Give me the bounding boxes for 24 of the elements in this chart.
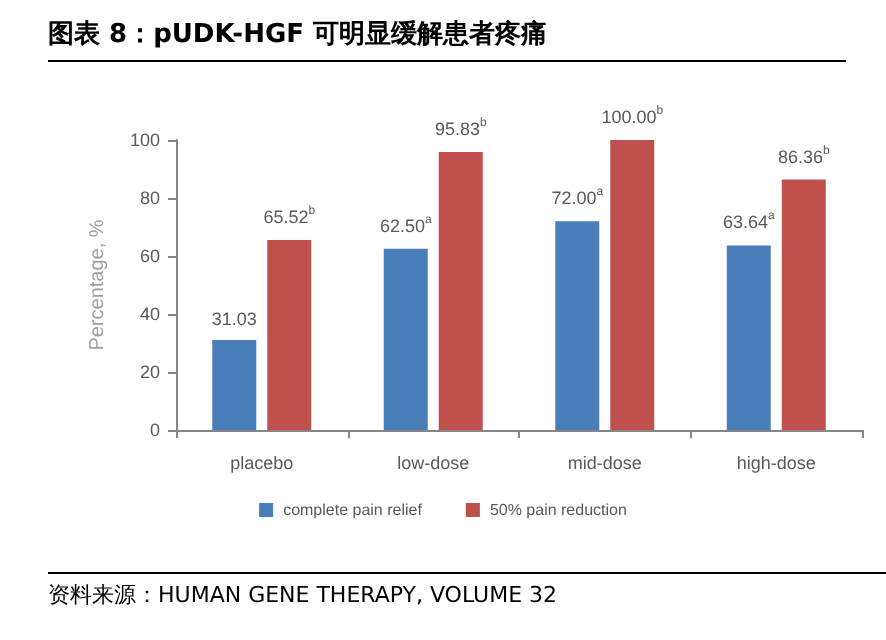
x-tick-label: mid-dose: [567, 453, 642, 473]
x-tick-label: high-dose: [736, 453, 816, 473]
text: 资料来源：HUMAN GENE THERAPY, VOLUME 32: [48, 572, 886, 610]
chart-title: 图表 8：pUDK-HGF 可明显缓解患者疼痛: [48, 16, 846, 62]
x-tick-label: placebo: [230, 453, 294, 473]
bar: [383, 248, 428, 430]
legend-label: 50% pain reduction: [489, 501, 627, 519]
x-tick-label: low-dose: [397, 453, 470, 473]
y-tick-label: 0: [149, 420, 160, 440]
y-axis-title: Percentage, %: [87, 219, 110, 351]
data-label: 31.03: [211, 309, 257, 330]
y-tick-label: 60: [139, 246, 160, 266]
bar: [555, 221, 600, 430]
bar: [212, 340, 257, 430]
legend-label: complete pain relief: [283, 501, 424, 519]
bar: [438, 152, 483, 430]
y-tick-label: 20: [139, 362, 160, 382]
bar: [726, 245, 771, 430]
y-tick-label: 40: [139, 304, 160, 324]
y-tick-label: 100: [129, 130, 160, 150]
y-tick-label: 80: [139, 188, 160, 208]
bar: [267, 239, 312, 430]
bar: [781, 179, 826, 430]
bar: [610, 140, 655, 430]
